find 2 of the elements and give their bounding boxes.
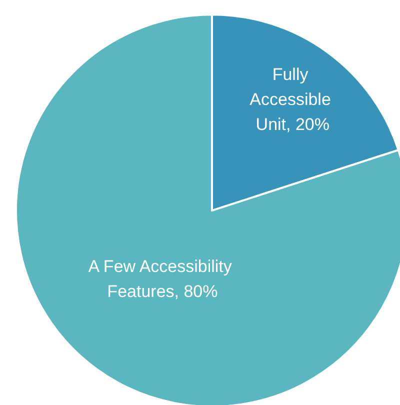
slice-label: Fully Accessible Unit, 20%	[250, 65, 336, 134]
slice-label: A Few Accessibility Features, 80%	[88, 256, 237, 301]
